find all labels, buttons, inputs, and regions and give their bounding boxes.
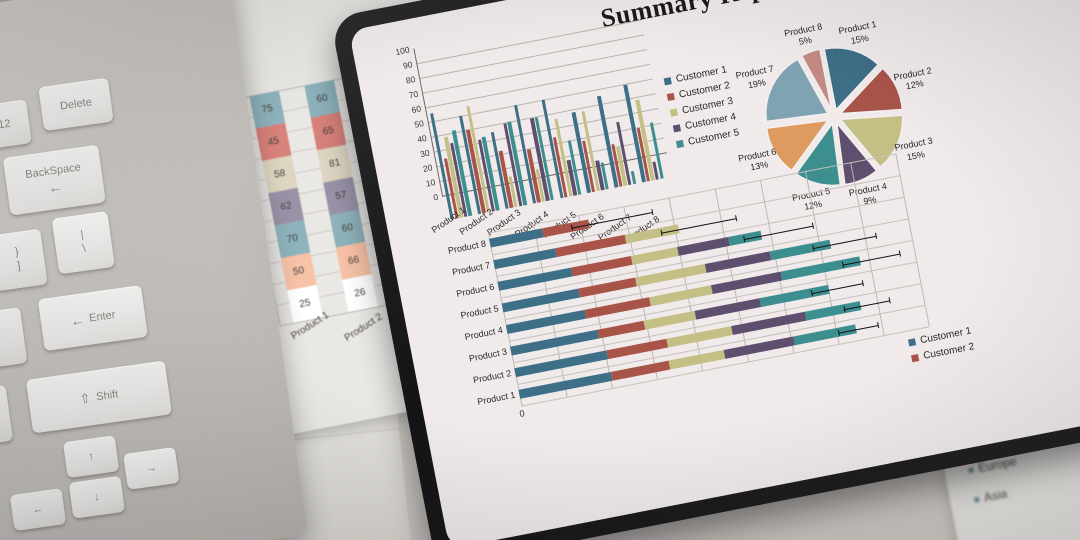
shift-arrow-icon: ⇧ [78,390,92,407]
y-tick-label: 90 [402,59,414,71]
pie-slice[interactable] [823,39,885,112]
key-arrow-lt[interactable]: ← [9,488,67,532]
y-tick-label: 0 [432,191,440,203]
error-bar-cap [874,232,877,239]
key-brace-r[interactable]: }] [0,228,48,292]
category-label: Product 4 [463,324,504,343]
key-label: ↓ [93,490,101,504]
x-tick-label: 0 [518,408,526,420]
y-tick-label: 80 [404,73,417,86]
key-label: ← [31,502,45,517]
category-label: Product 1 [476,389,517,407]
bar-segment[interactable] [631,246,680,265]
category-label: Product 8 [447,238,487,256]
bar-segment[interactable] [501,288,580,313]
y-tick-label: 70 [407,88,419,101]
pie-slice[interactable] [800,48,833,114]
category-label: Product 5 [459,303,500,321]
category-label: Product 7 [451,260,492,278]
y-tick-label: 10 [424,177,437,189]
key-arrow-rt[interactable]: → [123,446,180,490]
key-arrow-up[interactable]: ↑ [62,435,120,479]
legend-swatch [675,139,685,149]
legend-item: Asia [973,484,1023,507]
y-tick-label: 30 [419,147,431,160]
legend-swatch [911,353,920,363]
error-bar-cap [888,296,891,304]
category-label: Product 2 [472,368,513,386]
pie-label-value: 15% [849,32,870,46]
bar-segment[interactable] [597,320,646,339]
bar-segment[interactable] [505,309,586,334]
y-tick-label: 60 [410,103,422,116]
legend-swatch [666,92,675,102]
y-tick-label: 20 [422,162,434,174]
legend-swatch [973,496,980,503]
category-label: Product 2 [342,311,385,344]
legend-swatch [663,77,672,86]
key-label: BackSpace [24,161,82,182]
key-label: Enter [88,309,117,325]
error-bar-cap [877,321,880,328]
key-pipe[interactable]: | \ [51,211,115,275]
error-bar-cap [651,208,654,215]
pie-slice[interactable] [765,116,836,173]
key-label: } [14,246,20,259]
legend-label: Asia [982,486,1009,505]
pie-slice[interactable] [833,117,878,186]
pie-slice[interactable] [833,66,904,121]
key-label: \ [81,242,87,255]
y-tick-label: 100 [394,44,411,58]
error-bar-cap [734,214,738,221]
pie-label-value: 12% [904,77,925,92]
pie-slice[interactable] [756,56,830,126]
legend-swatch [907,338,917,347]
key-label: ] [16,259,22,273]
key-label: | [79,228,85,242]
y-tick-label: 50 [413,118,425,130]
key-arrow-dn[interactable]: ↓ [68,475,126,519]
stack-segment[interactable]: 26 [342,274,378,313]
pie-label-value: 19% [746,76,767,90]
error-bar-cap [898,250,901,257]
key-label: Delete [59,96,93,113]
pie-label-value: 5% [797,34,813,48]
pie-svg [756,39,904,187]
category-label: Product 3 [468,346,508,364]
category-label: Product 6 [455,281,496,299]
legend-swatch [968,466,974,473]
y-tick-label: 40 [416,132,428,145]
bar-segment[interactable] [497,267,573,291]
bar-segment[interactable] [731,311,807,335]
key-label: ↑ [87,450,95,464]
key-label: F12 [0,117,12,133]
arrow-left-icon: ← [47,178,64,196]
error-bar-cap [862,279,865,286]
bar-segment[interactable] [780,256,861,281]
pie-label-value: 15% [905,148,926,162]
exploded-pie-chart[interactable]: Product 1 15% Product 2 12% Product 3 15% Prod… [701,0,960,230]
pie-label-value: 13% [749,159,770,173]
key-label: Shift [95,388,120,404]
legend-swatch [672,124,682,133]
column-bar[interactable] [630,170,637,185]
key-label: → [145,461,158,476]
error-bar-cap [811,222,814,229]
enter-arrow-icon: ← [69,311,86,330]
legend-swatch [669,108,678,117]
